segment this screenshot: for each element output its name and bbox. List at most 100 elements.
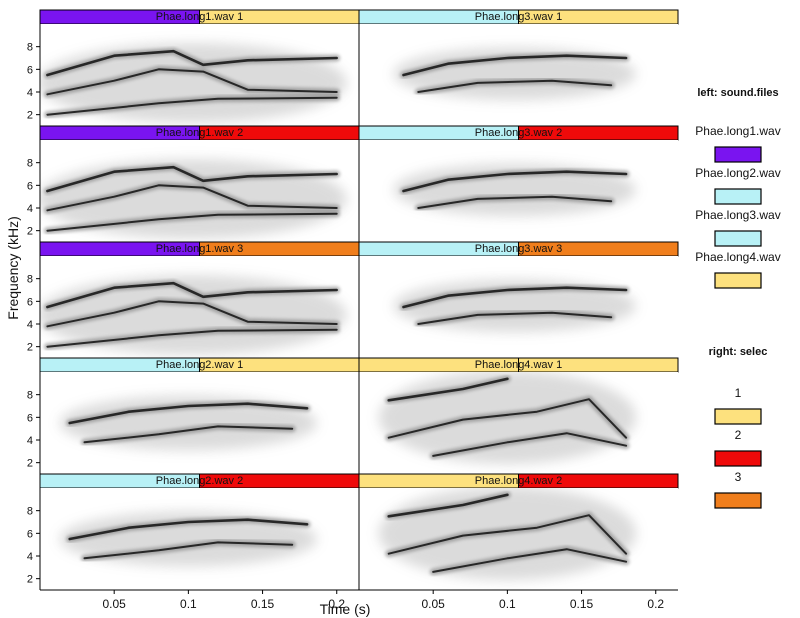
harmonic-track — [402, 286, 628, 309]
spectrogram — [40, 24, 359, 126]
panel: Phae.long3.wav 1 — [358, 9, 679, 126]
spectrogram — [359, 140, 678, 242]
harmonic-track — [46, 328, 338, 348]
legend-entry-label: 2 — [735, 428, 742, 442]
legend-swatch — [714, 272, 762, 289]
harmonic-track — [432, 432, 628, 457]
harmonic-track — [387, 398, 628, 439]
panel-title: Phae.long3.wav 2 — [475, 127, 562, 139]
x-tick-label: 0.15 — [251, 597, 275, 611]
x-tick-label: 0.05 — [103, 597, 127, 611]
harmonic-track — [417, 311, 613, 325]
harmonic-track — [68, 402, 309, 425]
harmonic-track — [387, 493, 509, 518]
spectrogram — [359, 372, 678, 474]
harmonic-track — [417, 79, 613, 93]
harmonic-track — [68, 518, 309, 541]
x-tick-label: 0.2 — [647, 597, 664, 611]
y-tick-label: 4 — [27, 435, 33, 447]
panel: Phae.long2.wav 2 — [39, 473, 360, 590]
harmonic-track — [402, 54, 628, 77]
y-tick-label: 6 — [27, 64, 33, 76]
panel-title: Phae.long1.wav 2 — [156, 127, 243, 139]
y-tick-label: 8 — [27, 274, 33, 286]
panel: Phae.long4.wav 2 — [358, 473, 679, 590]
y-tick-label: 6 — [27, 528, 33, 540]
y-tick-label: 8 — [27, 158, 33, 170]
legend-swatch — [714, 492, 762, 509]
panel: Phae.long1.wav 3 — [39, 241, 360, 358]
spectrogram — [359, 24, 678, 126]
legend-entry-label: Phae.long2.wav — [695, 166, 780, 180]
y-tick-label: 4 — [27, 87, 33, 99]
y-tick-label: 6 — [27, 180, 33, 192]
spectrogram — [40, 488, 359, 590]
y-tick-label: 8 — [27, 390, 33, 402]
y-axis-label: Frequency (kHz) — [5, 216, 21, 319]
harmonic-track — [417, 195, 613, 209]
x-axis-label: Time (s) — [320, 601, 371, 617]
y-tick-label: 8 — [27, 42, 33, 54]
harmonic-track — [402, 170, 628, 193]
panel: Phae.long4.wav 1 — [358, 357, 679, 474]
panel: Phae.long3.wav 2 — [358, 125, 679, 242]
panel: Phae.long1.wav 2 — [39, 125, 360, 242]
panel: Phae.long2.wav 1 — [39, 357, 360, 474]
harmonic-track — [46, 96, 338, 116]
x-tick-label: 0.15 — [570, 597, 594, 611]
y-tick-label: 8 — [27, 506, 33, 518]
spectrogram — [359, 256, 678, 358]
harmonic-track — [432, 548, 628, 573]
panel-title: Phae.long1.wav 1 — [156, 11, 243, 23]
legend-swatch — [714, 450, 762, 467]
harmonic-track — [83, 541, 294, 560]
harmonic-track — [46, 212, 338, 232]
axes: 2 4 6 8 2 4 6 8 2 4 6 8 2 4 6 8 2 4 6 8 0.05 0.1 0.15 0.2 0.05 0.… — [27, 24, 678, 611]
harmonic-track — [387, 377, 509, 402]
spectrogram — [40, 256, 359, 358]
x-tick-label: 0.2 — [328, 597, 345, 611]
y-tick-label: 2 — [27, 342, 33, 354]
panel-title: Phae.long4.wav 2 — [475, 475, 562, 487]
harmonic-track — [83, 425, 294, 444]
y-tick-label: 2 — [27, 226, 33, 238]
spectrogram — [40, 372, 359, 474]
legend-swatch — [714, 146, 762, 163]
panel-title: Phae.long2.wav 1 — [156, 359, 243, 371]
y-tick-label: 4 — [27, 551, 33, 563]
harmonic-track — [46, 184, 338, 212]
harmonic-track — [46, 165, 338, 193]
harmonic-track — [46, 49, 338, 77]
panel-title: Phae.long3.wav 1 — [475, 11, 562, 23]
legend-section-title: left: sound.files — [697, 87, 778, 99]
x-tick-label: 0.05 — [422, 597, 446, 611]
y-tick-label: 6 — [27, 412, 33, 424]
spectrogram-panels: Phae.long1.wav 1 Phae.long3.wav 1 Phae.lon… — [39, 9, 679, 590]
panel: Phae.long1.wav 1 — [39, 9, 360, 126]
panel-title: Phae.long3.wav 3 — [475, 243, 562, 255]
legend-entry-label: Phae.long1.wav — [695, 124, 780, 138]
legend-entry-label: Phae.long3.wav — [695, 208, 780, 222]
x-tick-label: 0.1 — [499, 597, 516, 611]
y-tick-label: 6 — [27, 296, 33, 308]
legend: left: sound.files Phae.long1.wav Phae.long… — [695, 87, 781, 509]
legend-section-title: right: selec — [709, 346, 768, 358]
legend-entry-label: Phae.long4.wav — [695, 250, 780, 264]
legend-swatch — [714, 230, 762, 247]
harmonic-track — [46, 68, 338, 96]
legend-swatch — [714, 188, 762, 205]
legend-swatch — [714, 408, 762, 425]
legend-entry-label: 1 — [735, 386, 742, 400]
panel-title: Phae.long1.wav 3 — [156, 243, 243, 255]
harmonic-track — [387, 514, 628, 555]
panel-title: Phae.long4.wav 1 — [475, 359, 562, 371]
spectrogram — [40, 140, 359, 242]
harmonic-track — [46, 300, 338, 328]
y-tick-label: 2 — [27, 574, 33, 586]
panel: Phae.long3.wav 3 — [358, 241, 679, 358]
y-tick-label: 2 — [27, 110, 33, 122]
panel-title: Phae.long2.wav 2 — [156, 475, 243, 487]
y-tick-label: 4 — [27, 203, 33, 215]
y-tick-label: 4 — [27, 319, 33, 331]
